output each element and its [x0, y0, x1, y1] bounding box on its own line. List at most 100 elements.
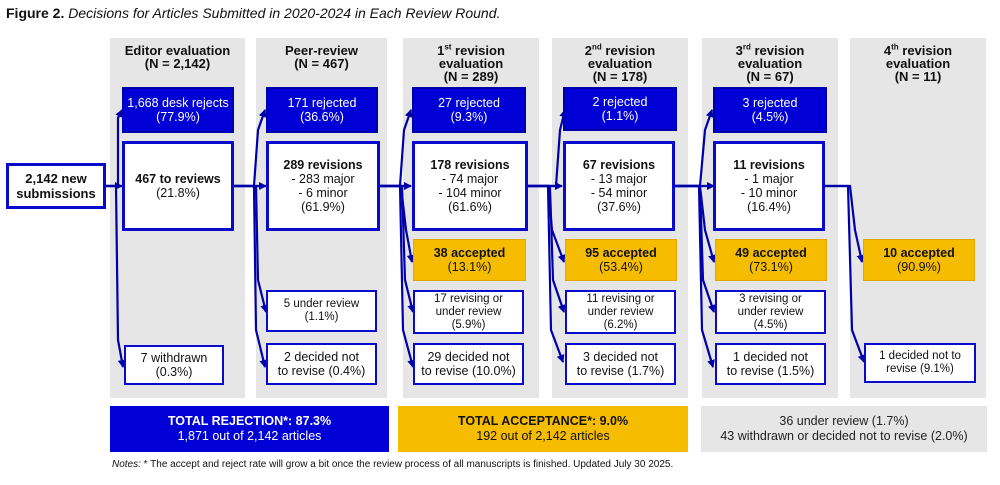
editor-header-n: (N = 2,142)	[144, 56, 211, 71]
editor-main-pct: (21.8%)	[156, 186, 200, 200]
r3-main-major: - 1 major	[744, 172, 794, 186]
r2-main-count: 67 revisions	[582, 158, 656, 172]
r1-main-count: 178 revisions	[430, 158, 510, 172]
r3-main-box: 11 revisions - 1 major - 10 minor (16.4%…	[713, 141, 825, 231]
editor-header: Editor evaluation (N = 2,142)	[110, 44, 245, 70]
peer-notrevise-box: 2 decided not to revise (0.4%)	[266, 343, 377, 385]
r3-notrevise-line1: 1 decided not	[732, 350, 809, 364]
r3-accepted-pct: (73.1%)	[749, 260, 793, 274]
r4-accepted-pct: (90.9%)	[897, 260, 941, 274]
r3-main-count: 11 revisions	[733, 158, 805, 172]
editor-rejected-pct: (77.9%)	[156, 110, 200, 124]
arrow-r1-to-accepted	[528, 184, 566, 263]
r1-review-box: 17 revising or under review (5.9%)	[413, 290, 524, 334]
r2-review-line1: 11 revising or	[586, 292, 655, 305]
r1-review-line2: under review	[435, 305, 502, 318]
r4-notrevise-line2: revise (9.1%)	[886, 363, 954, 375]
peer-main-count: 289 revisions	[283, 158, 363, 172]
total-rejection-box: TOTAL REJECTION*: 87.3% 1,871 out of 2,1…	[110, 406, 389, 452]
r1-notrevise-box: 29 decided not to revise (10.0%)	[413, 343, 524, 385]
peer-notrevise-line2: to revise (0.4%)	[277, 364, 366, 378]
peer-header-title: Peer-review	[285, 43, 358, 58]
notes-text: * The accept and reject rate will grow a…	[140, 459, 674, 470]
r2-main-major: - 13 major	[590, 172, 648, 186]
r2-main-box: 67 revisions - 13 major - 54 minor (37.6…	[563, 141, 675, 231]
r1-main-box: 178 revisions - 74 major - 104 minor (61…	[412, 141, 528, 231]
editor-header-title: Editor evaluation	[124, 43, 231, 58]
r3-header: 3rd revision evaluation (N = 67)	[702, 42, 838, 83]
r4-accepted-box: 10 accepted (90.9%)	[863, 239, 975, 281]
r2-notrevise-line2: to revise (1.7%)	[576, 364, 665, 378]
r1-accepted-pct: (13.1%)	[447, 260, 492, 274]
figure-caption: Decisions for Articles Submitted in 2020…	[68, 5, 501, 21]
arrow-r1-to-rejected	[528, 109, 568, 188]
r1-header: 1st revision evaluation (N = 289)	[403, 43, 539, 84]
r3-rejected-pct: (4.5%)	[751, 110, 789, 124]
total-under-review: 36 under review (1.7%)	[779, 414, 909, 428]
r2-header-n: (N = 178)	[592, 69, 648, 84]
r1-review-pct: (5.9%)	[451, 318, 486, 331]
arrow-start-to-withdrawn	[106, 184, 126, 368]
r4-notrevise-box: 1 decided not to revise (9.1%)	[864, 343, 976, 383]
r2-main-minor: - 54 minor	[590, 186, 648, 200]
r3-header-title: 3rd revision	[735, 42, 805, 58]
peer-review-box: 5 under review (1.1%)	[266, 290, 377, 332]
editor-withdrawn-count: 7 withdrawn	[140, 351, 208, 365]
r3-notrevise-box: 1 decided not to revise (1.5%)	[715, 343, 826, 385]
arrow-r3-to-notrevise	[824, 184, 866, 363]
r3-main-pct: (16.4%)	[747, 200, 791, 214]
r3-accepted-count: 49 accepted	[735, 246, 807, 260]
editor-withdrawn-pct: (0.3%)	[155, 365, 193, 379]
r2-review-box: 11 revising or under review (6.2%)	[565, 290, 676, 334]
r1-rejected-pct: (9.3%)	[450, 110, 488, 124]
peer-review-count: 5 under review	[283, 298, 360, 310]
arrow-r2-to-review	[674, 184, 716, 313]
r1-header-sub: evaluation	[438, 56, 504, 71]
r4-notrevise-line1: 1 decided not to	[879, 350, 961, 362]
arrow-r2-to-notrevise	[674, 184, 715, 368]
arrow-editor-to-review	[233, 184, 269, 313]
total-rejection-detail: 1,871 out of 2,142 articles	[177, 429, 322, 443]
total-acceptance-title: TOTAL ACCEPTANCE*: 9.0%	[457, 414, 629, 428]
r4-accepted-count: 10 accepted	[883, 246, 955, 260]
arrow-start-to-rejects	[106, 109, 123, 188]
r1-header-n: (N = 289)	[443, 69, 499, 84]
r3-main-minor: - 10 minor	[740, 186, 798, 200]
r1-rejected-box: 27 rejected (9.3%)	[412, 87, 526, 133]
r2-review-pct: (6.2%)	[603, 318, 638, 331]
r3-review-line1: 3 revising or	[739, 292, 802, 305]
editor-main-count: 467 to reviews	[135, 172, 221, 186]
arrow-r3-to-accepted	[824, 184, 865, 263]
r2-notrevise-box: 3 decided not to revise (1.7%)	[565, 343, 676, 385]
r2-rejected-pct: (1.1%)	[601, 109, 639, 123]
r1-review-line1: 17 revising or	[433, 292, 504, 305]
r1-main-minor: - 104 minor	[438, 186, 502, 200]
peer-main-major: - 283 major	[291, 172, 355, 186]
r3-accepted-box: 49 accepted (73.1%)	[715, 239, 827, 281]
peer-header: Peer-review (N = 467)	[256, 44, 387, 70]
peer-review-pct: (1.1%)	[304, 311, 339, 323]
r3-rejected-box: 3 rejected (4.5%)	[713, 87, 827, 133]
figure-title: Figure 2. Decisions for Articles Submitt…	[6, 5, 500, 21]
editor-withdrawn-box: 7 withdrawn (0.3%)	[124, 345, 224, 385]
peer-main-box: 289 revisions - 283 major - 6 minor (61.…	[266, 141, 380, 231]
r2-header-title: 2nd revision	[584, 42, 656, 58]
r1-accepted-box: 38 accepted (13.1%)	[413, 239, 526, 281]
arrow-editor-to-rejected	[233, 109, 267, 188]
r4-header-sub: evaluation	[885, 56, 951, 71]
r2-rejected-count: 2 rejected	[592, 95, 648, 109]
start-line1: 2,142 new	[25, 171, 87, 186]
column-r4-bg	[850, 38, 986, 398]
r3-review-box: 3 revising or under review (4.5%)	[715, 290, 826, 334]
total-withdrawn: 43 withdrawn or decided not to revise (2…	[720, 429, 968, 443]
arrow-peer-to-accepted	[380, 184, 415, 263]
notes: Notes: * The accept and reject rate will…	[112, 459, 673, 470]
arrow-r1-to-notrevise	[528, 184, 565, 363]
r1-notrevise-line1: 29 decided not	[427, 350, 510, 364]
r1-main-pct: (61.6%)	[448, 200, 492, 214]
arrow-r2-to-accepted	[674, 184, 716, 263]
arrow-peer-to-rejected	[380, 109, 413, 188]
total-rejection-title: TOTAL REJECTION*: 87.3%	[167, 414, 332, 428]
peer-rejected-box: 171 rejected (36.6%)	[266, 87, 378, 133]
r3-rejected-count: 3 rejected	[742, 96, 798, 110]
